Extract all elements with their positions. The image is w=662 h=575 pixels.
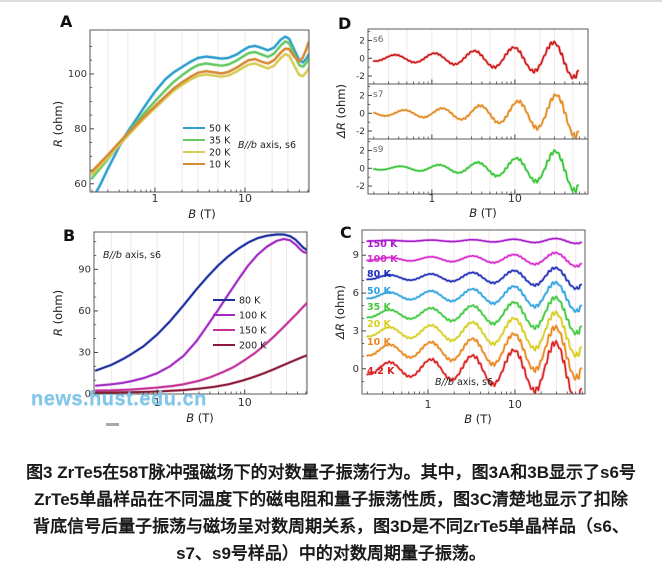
panel-D-oscillations-samples: 2 0 -2 2 0 -2 2 0 -2 1 10 D B (T) ΔR (ohm) s6 s7 s9 [334, 14, 589, 220]
svg-text:50 K: 50 K [209, 124, 231, 135]
svg-text:R (ohm): R (ohm) [51, 101, 65, 147]
svg-text:1: 1 [428, 192, 435, 205]
svg-text:50 K: 50 K [367, 286, 392, 297]
svg-text:B//b axis, s6: B//b axis, s6 [103, 250, 161, 261]
svg-text:0: 0 [359, 54, 365, 64]
svg-text:60: 60 [78, 306, 91, 317]
svg-text:B (T): B (T) [186, 411, 214, 425]
svg-text:-2: -2 [356, 72, 365, 82]
svg-text:B//b axis, s6: B//b axis, s6 [238, 140, 296, 151]
svg-text:0: 0 [359, 164, 365, 174]
figure-caption: 图3 ZrTe5在58T脉冲强磁场下的对数量子振荡行为。其中，图3A和3B显示了… [0, 459, 662, 567]
svg-text:ΔR (ohm): ΔR (ohm) [334, 84, 348, 139]
svg-text:150 K: 150 K [367, 239, 398, 250]
caption-line: 图3 ZrTe5在58T脉冲强磁场下的对数量子振荡行为。其中，图3A和3B显示了… [26, 463, 636, 482]
svg-text:0: 0 [359, 109, 365, 119]
svg-text:10: 10 [238, 396, 252, 409]
svg-text:s6: s6 [373, 35, 384, 45]
caption-line: s7、s9号样品）中的对数周期量子振荡。 [176, 544, 486, 563]
svg-text:2: 2 [359, 92, 365, 102]
svg-text:80 K: 80 K [239, 296, 261, 307]
svg-text:R (ohm): R (ohm) [51, 290, 65, 336]
panel-B-magnetoresistance-high-temp: 0 30 60 90 1 10 B B (T) R (ohm) B//b axis, s6 80 K… [51, 226, 308, 425]
svg-text:10 K: 10 K [367, 337, 392, 348]
svg-text:10: 10 [508, 398, 522, 411]
svg-text:-2: -2 [356, 182, 365, 192]
svg-text:0: 0 [353, 364, 359, 375]
watermark-news-hust: news.hust.edu.cn [31, 388, 207, 410]
svg-text:1: 1 [151, 192, 158, 205]
svg-text:6: 6 [353, 288, 359, 299]
svg-text:-2: -2 [356, 127, 365, 137]
svg-text:100 K: 100 K [367, 254, 398, 265]
svg-text:60: 60 [74, 179, 87, 190]
svg-text:9: 9 [353, 250, 359, 261]
svg-text:2: 2 [359, 147, 365, 157]
panel-C-oscillations-temperatures: 0 3 6 9 1 10 C B (T) ΔR (ohm) B//b axis, s6 150 K 1… [333, 223, 586, 426]
svg-text:A: A [60, 12, 73, 31]
svg-text:1: 1 [425, 398, 432, 411]
svg-text:20 K: 20 K [209, 148, 231, 159]
svg-text:D: D [338, 14, 351, 33]
svg-text:B (T): B (T) [464, 412, 492, 426]
svg-text:100: 100 [68, 69, 87, 80]
svg-text:s7: s7 [373, 90, 383, 100]
svg-text:B//b axis, s6: B//b axis, s6 [435, 377, 493, 388]
svg-text:10 K: 10 K [209, 160, 231, 171]
svg-text:150 K: 150 K [239, 326, 267, 337]
svg-text:4.2 K: 4.2 K [367, 366, 395, 377]
svg-text:B (T): B (T) [188, 207, 216, 221]
svg-text:100 K: 100 K [239, 311, 267, 322]
svg-text:10: 10 [508, 192, 522, 205]
svg-text:0: 0 [85, 389, 91, 400]
divider-dash [106, 423, 119, 426]
caption-line: ZrTe5单晶样品在不同温度下的磁电阻和量子振荡性质，图3C清楚地显示了扣除 [34, 490, 628, 509]
svg-text:80: 80 [74, 124, 87, 135]
svg-text:ΔR (ohm): ΔR (ohm) [333, 285, 347, 340]
svg-text:B (T): B (T) [469, 206, 497, 220]
caption-line: 背底信号后量子振荡与磁场呈对数周期关系，图3D是不同ZrTe5单晶样品（s6、 [33, 517, 629, 536]
svg-text:20 K: 20 K [367, 319, 392, 330]
svg-text:35 K: 35 K [209, 136, 231, 147]
svg-text:30: 30 [78, 347, 91, 358]
svg-text:10: 10 [238, 192, 252, 205]
svg-text:B: B [63, 226, 75, 245]
svg-text:1: 1 [154, 396, 161, 409]
svg-text:200 K: 200 K [239, 341, 267, 352]
svg-text:2: 2 [359, 37, 365, 47]
svg-text:C: C [340, 223, 352, 242]
svg-text:3: 3 [353, 326, 359, 337]
svg-text:90: 90 [78, 264, 91, 275]
svg-text:80 K: 80 K [367, 269, 392, 280]
svg-text:s9: s9 [373, 145, 384, 155]
svg-text:35 K: 35 K [367, 302, 392, 313]
figure-3: 60 80 100 1 10 A B (T) R (ohm) B//b axis, s6 50 K… [0, 2, 662, 454]
panel-A-magnetoresistance-low-temp: 60 80 100 1 10 A B (T) R (ohm) B//b axis, s6 50 K… [51, 12, 310, 221]
